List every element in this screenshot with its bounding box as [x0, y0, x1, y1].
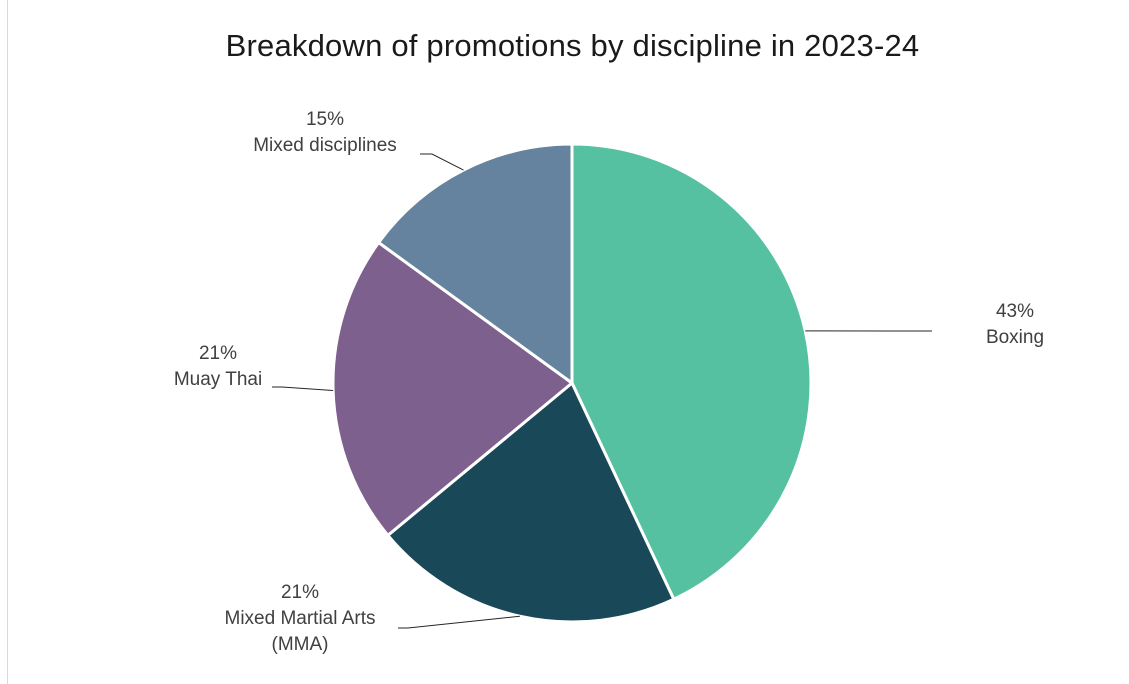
data-label-boxing: 43% Boxing [975, 299, 1055, 351]
data-label-muay-thai-value: 21% [198, 343, 238, 364]
data-label-mixed-disciplines: 15% Mixed disciplines [230, 107, 420, 159]
data-label-mma-value: 21% [280, 582, 320, 603]
leader-line-mma [398, 615, 520, 629]
slice-muay-thai [331, 241, 574, 537]
data-label-mixed-disciplines-value: 15% [305, 109, 345, 130]
data-label-mma: 21% Mixed Martial Arts (MMA) [200, 580, 400, 658]
data-label-boxing-name: Boxing [985, 327, 1045, 348]
leader-line-muay-thai [272, 386, 334, 392]
data-label-muay-thai: 21% Muay Thai [160, 341, 276, 393]
leader-line-mixed-disciplines [420, 153, 464, 171]
data-label-boxing-value: 43% [995, 301, 1035, 322]
data-label-mma-name-line2: (MMA) [271, 634, 329, 655]
data-label-mma-name-line1: Mixed Martial Arts [224, 608, 376, 629]
slice-boxing [570, 142, 813, 601]
data-label-muay-thai-name: Muay Thai [173, 369, 263, 390]
slice-mma [386, 381, 676, 624]
left-border [7, 0, 8, 684]
data-label-mixed-disciplines-name: Mixed disciplines [253, 135, 397, 156]
chart-title: Breakdown of promotions by discipline in… [225, 28, 920, 63]
